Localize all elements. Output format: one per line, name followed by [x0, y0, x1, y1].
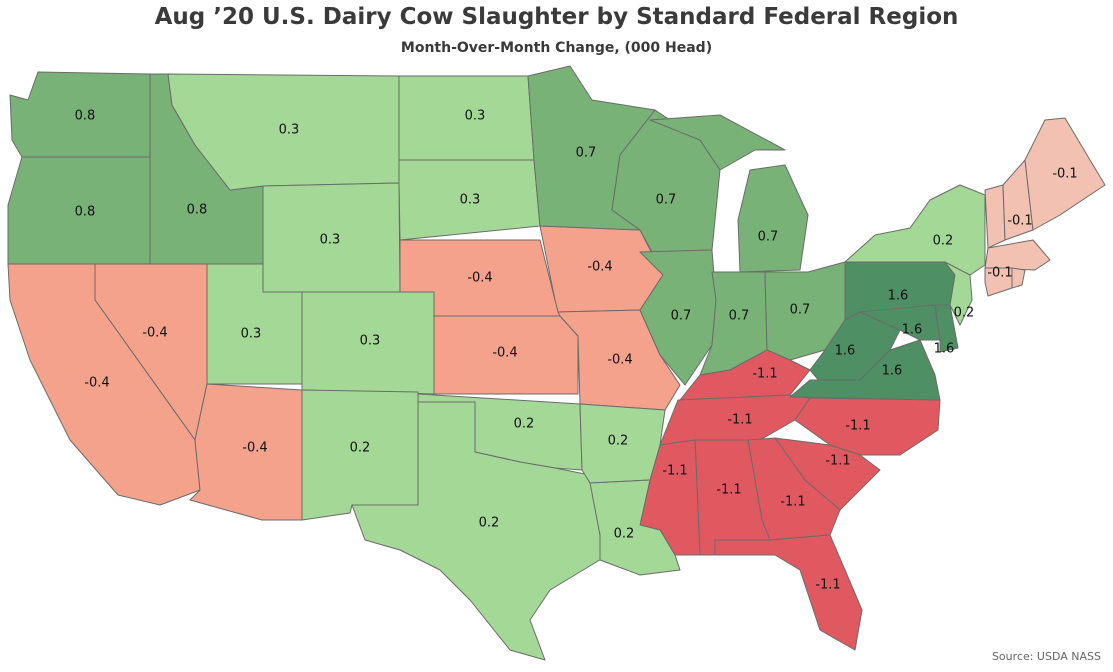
state-nc[interactable] [794, 397, 941, 456]
label-oh: 0.7 [790, 303, 811, 318]
label-la: 0.2 [614, 527, 635, 542]
state-ct[interactable] [984, 267, 1013, 297]
label-wv: 1.6 [835, 344, 856, 359]
label-nm: 0.2 [350, 441, 371, 456]
label-al: -1.1 [716, 483, 741, 498]
label-in: 0.7 [729, 309, 750, 324]
label-sd: 0.3 [460, 193, 481, 208]
label-sc: -1.1 [825, 454, 850, 469]
value-labels: 0.8 0.8 0.8 0.3 0.3 0.3 0.3 0.3 0.3 -0.4… [75, 109, 1078, 593]
state-vt[interactable] [984, 184, 1006, 249]
label-id: 0.8 [187, 203, 208, 218]
label-ia: -0.4 [587, 260, 612, 275]
state-ny[interactable] [844, 184, 986, 276]
map-subtitle: Month-Over-Month Change, (000 Head) [400, 40, 713, 56]
state-ks[interactable] [433, 315, 579, 395]
label-fl: -1.1 [815, 578, 840, 593]
label-mi: 0.7 [758, 230, 779, 245]
label-ky: -1.1 [752, 367, 777, 382]
state-la[interactable] [589, 479, 681, 576]
label-mn: 0.7 [576, 146, 597, 161]
label-nh: -0.1 [1007, 214, 1032, 229]
source-note: Source: USDA NASS [991, 650, 1101, 663]
label-md: 1.6 [902, 323, 923, 338]
label-me: -0.1 [1052, 167, 1077, 182]
label-mo: -0.4 [607, 353, 632, 368]
label-nv: -0.4 [142, 326, 167, 341]
label-wa: 0.8 [75, 109, 96, 124]
label-ga: -1.1 [780, 495, 805, 510]
label-nc: -1.1 [845, 419, 870, 434]
label-ca: -0.4 [84, 376, 109, 391]
label-ms: -1.1 [662, 464, 687, 479]
state-fl[interactable] [714, 534, 863, 651]
state-de[interactable] [934, 304, 959, 353]
state-va[interactable] [789, 339, 941, 401]
state-me[interactable] [1024, 117, 1106, 231]
label-nd: 0.3 [465, 109, 486, 124]
label-ne: -0.4 [467, 271, 492, 286]
state-md[interactable] [859, 304, 941, 341]
state-ri[interactable] [1011, 267, 1026, 289]
label-co: 0.3 [360, 334, 381, 349]
state-ca[interactable] [7, 263, 201, 506]
label-or: 0.8 [75, 205, 96, 220]
state-ma[interactable] [984, 239, 1051, 271]
label-nj: 0.2 [954, 306, 975, 321]
label-va: 1.6 [882, 364, 903, 379]
map-title: Aug ’20 U.S. Dairy Cow Slaughter by Stan… [154, 4, 959, 30]
label-az: -0.4 [242, 441, 267, 456]
label-ar: 0.2 [608, 434, 629, 449]
label-wi: 0.7 [656, 193, 677, 208]
label-ut: 0.3 [241, 327, 262, 342]
label-de: 1.6 [934, 342, 955, 357]
label-ny: 0.2 [933, 234, 954, 249]
state-sd[interactable] [398, 159, 541, 241]
label-mt: 0.3 [279, 123, 300, 138]
state-mi[interactable] [649, 114, 809, 273]
label-ok: 0.2 [514, 417, 535, 432]
label-il: 0.7 [671, 309, 692, 324]
state-nj[interactable] [944, 261, 973, 326]
label-tn: -1.1 [727, 413, 752, 428]
label-tx: 0.2 [479, 516, 500, 531]
state-il[interactable] [639, 249, 717, 386]
state-tx[interactable] [351, 401, 609, 661]
label-pa: 1.6 [888, 289, 909, 304]
label-ma: -0.1 [987, 266, 1012, 281]
label-ks: -0.4 [492, 346, 517, 361]
label-wy: 0.3 [320, 233, 341, 248]
